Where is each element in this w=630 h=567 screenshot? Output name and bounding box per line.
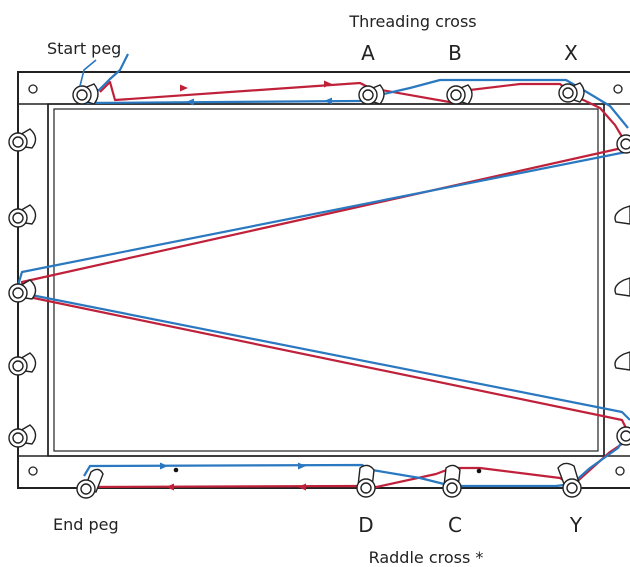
peg-icon-x: [558, 82, 585, 103]
arrow-icon: [160, 462, 168, 470]
peg-icon-d: [356, 464, 376, 498]
blue-thread: [14, 53, 630, 488]
red-thread: [20, 80, 629, 490]
arrow-icon: [324, 80, 332, 88]
screw-icon: [615, 466, 625, 476]
peg-b-label: B: [448, 41, 462, 65]
peg-icon-right-4: [614, 351, 630, 371]
peg-c-label: C: [448, 513, 462, 537]
peg-d-label: D: [358, 513, 373, 537]
raddle-cross-label: Raddle cross *: [369, 548, 484, 567]
marker-dot: [476, 468, 482, 474]
arrow-icon: [324, 97, 332, 105]
arrow-icon: [298, 462, 306, 470]
peg-icon-b: [446, 84, 473, 105]
peg-icon-left-3: [8, 279, 37, 303]
arrow-icon-red-group: [166, 80, 332, 491]
end-peg-icon: [76, 468, 104, 499]
screw-icon: [28, 84, 38, 94]
start-peg-label: Start peg: [47, 39, 121, 58]
peg-icon-right-1: [616, 134, 630, 154]
peg-x-label: X: [564, 41, 578, 65]
end-peg-label: End peg: [53, 515, 119, 534]
peg-icon-left-5: [8, 424, 37, 448]
start-peg-icon: [72, 83, 99, 105]
arrow-icon: [298, 483, 306, 491]
marker-dot: [173, 467, 179, 473]
peg-icon-y: [557, 462, 582, 498]
peg-icon-left-1: [8, 128, 37, 152]
peg-icon-c: [442, 464, 462, 498]
arrow-icon: [186, 98, 194, 106]
threading-cross-label: Threading cross: [348, 12, 476, 31]
screw-icon: [613, 84, 623, 94]
warping-board-frame: [17, 71, 630, 489]
arrow-icon-blue-group: [160, 97, 332, 470]
screw-icon-group: [28, 84, 625, 476]
peg-icon-right-2: [614, 205, 630, 225]
peg-icon-right-5: [616, 426, 630, 446]
peg-y-label: Y: [569, 513, 583, 537]
start-peg-leader: [79, 59, 97, 87]
inner-window-frame: [47, 103, 605, 457]
peg-icon-right-3: [614, 277, 630, 297]
screw-icon: [28, 466, 38, 476]
peg-icon-a: [358, 84, 385, 105]
peg-icon-left-2: [8, 204, 37, 228]
peg-a-label: A: [361, 41, 375, 65]
arrow-icon: [166, 483, 174, 491]
peg-icon-left-4: [8, 352, 37, 376]
arrow-icon: [180, 84, 188, 92]
peg-group: [8, 82, 630, 499]
